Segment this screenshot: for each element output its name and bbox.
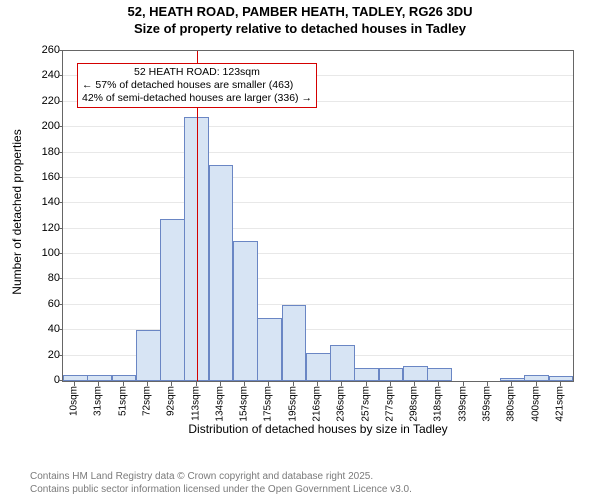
xtick-label: 175sqm [263, 386, 274, 422]
xtick-label: 51sqm [117, 386, 128, 416]
ytick-label: 140 [20, 196, 60, 208]
histogram-bar [282, 305, 307, 381]
histogram-bar [403, 366, 428, 381]
histogram-bar [549, 376, 574, 381]
histogram-bar [112, 375, 137, 381]
histogram-bar [427, 368, 452, 381]
ytick-label: 80 [20, 272, 60, 284]
ytick-label: 40 [20, 323, 60, 335]
xtick-label: 298sqm [409, 386, 420, 422]
xtick-label: 380sqm [506, 386, 517, 422]
xtick-label: 31sqm [93, 386, 104, 416]
ytick-label: 20 [20, 349, 60, 361]
ytick-label: 60 [20, 298, 60, 310]
histogram-bar [87, 375, 112, 381]
xtick-label: 154sqm [239, 386, 250, 422]
histogram-bar [500, 378, 525, 381]
chart-title: 52, HEATH ROAD, PAMBER HEATH, TADLEY, RG… [0, 0, 600, 38]
ytick-label: 100 [20, 247, 60, 259]
xtick-label: 400sqm [530, 386, 541, 422]
annotation-line3: 42% of semi-detached houses are larger (… [82, 92, 312, 105]
title-line2: Size of property relative to detached ho… [0, 21, 600, 38]
annotation-line1: 52 HEATH ROAD: 123sqm [82, 66, 312, 79]
histogram-bar [160, 219, 185, 381]
ytick-label: 160 [20, 171, 60, 183]
xtick-label: 72sqm [142, 386, 153, 416]
annotation-line2: ← 57% of detached houses are smaller (46… [82, 79, 312, 92]
histogram-bar [233, 241, 258, 381]
footer-attribution: Contains HM Land Registry data © Crown c… [30, 471, 412, 496]
histogram-bar [306, 353, 331, 381]
ytick-label: 120 [20, 222, 60, 234]
ytick-label: 240 [20, 69, 60, 81]
histogram-bar [354, 368, 379, 381]
ytick-label: 180 [20, 146, 60, 158]
annotation-box: 52 HEATH ROAD: 123sqm ← 57% of detached … [77, 63, 317, 108]
chart-container: Number of detached properties 0204060801… [0, 42, 600, 442]
ytick-label: 200 [20, 120, 60, 132]
histogram-bar [63, 375, 88, 381]
xtick-label: 134sqm [214, 386, 225, 422]
histogram-bar [136, 330, 161, 381]
histogram-bar [257, 318, 282, 381]
xtick-label: 318sqm [433, 386, 444, 422]
xtick-label: 92sqm [166, 386, 177, 416]
title-line1: 52, HEATH ROAD, PAMBER HEATH, TADLEY, RG… [0, 4, 600, 21]
xtick-label: 339sqm [457, 386, 468, 422]
xtick-label: 359sqm [482, 386, 493, 422]
xtick-label: 216sqm [312, 386, 323, 422]
ytick-label: 260 [20, 44, 60, 56]
xtick-label: 113sqm [190, 386, 201, 421]
xtick-label: 236sqm [336, 386, 347, 422]
histogram-bar [209, 165, 234, 381]
xtick-label: 277sqm [384, 386, 395, 422]
xtick-label: 10sqm [69, 386, 80, 416]
footer-line1: Contains HM Land Registry data © Crown c… [30, 471, 412, 484]
plot-area: 52 HEATH ROAD: 123sqm ← 57% of detached … [62, 50, 574, 382]
histogram-bar [330, 345, 355, 381]
histogram-bar [379, 368, 404, 381]
histogram-bar [524, 375, 549, 381]
x-axis-label: Distribution of detached houses by size … [62, 422, 574, 436]
xtick-label: 195sqm [287, 386, 298, 422]
ytick-label: 0 [20, 374, 60, 386]
ytick-label: 220 [20, 95, 60, 107]
xtick-label: 257sqm [360, 386, 371, 422]
xtick-label: 421sqm [554, 386, 565, 422]
footer-line2: Contains public sector information licen… [30, 484, 412, 497]
